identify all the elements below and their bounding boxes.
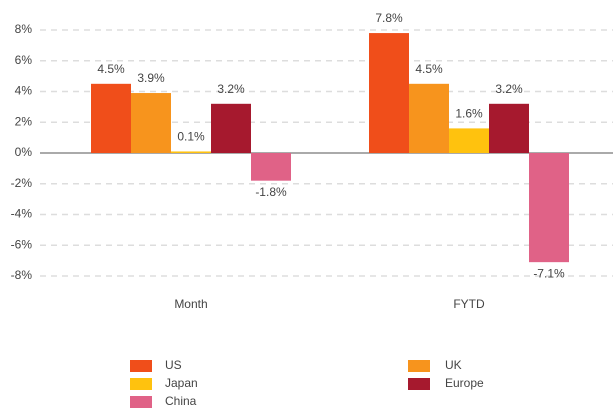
legend-swatch	[408, 378, 430, 390]
bar	[529, 153, 569, 263]
y-tick-label: 4%	[15, 84, 33, 98]
legend-swatch	[130, 360, 152, 372]
x-tick-label: FYTD	[453, 297, 485, 311]
y-tick-label: -6%	[11, 237, 33, 251]
data-label: 3.2%	[495, 82, 523, 96]
data-label: 4.5%	[415, 62, 443, 76]
y-tick-label: -2%	[11, 176, 33, 190]
y-tick-label: 8%	[15, 22, 33, 36]
legend-label: UK	[445, 358, 462, 372]
legend-label: Europe	[445, 376, 484, 390]
data-label: 3.9%	[137, 71, 165, 85]
legend-label: Japan	[165, 376, 198, 390]
y-tick-label: 6%	[15, 53, 33, 67]
bar	[409, 83, 449, 153]
legend-label: US	[165, 358, 182, 372]
y-tick-label: 2%	[15, 114, 33, 128]
data-label: -7.1%	[533, 266, 565, 280]
bar	[489, 103, 529, 153]
bar	[251, 153, 291, 181]
data-label: 1.6%	[455, 107, 483, 121]
x-tick-label: Month	[174, 297, 207, 311]
legend-swatch	[130, 396, 152, 408]
data-label: -1.8%	[255, 185, 287, 199]
bar	[91, 83, 131, 153]
data-label: 0.1%	[177, 130, 205, 144]
data-label: 7.8%	[375, 11, 403, 25]
y-tick-label: -4%	[11, 207, 33, 221]
legend-swatch	[130, 378, 152, 390]
y-tick-label: -8%	[11, 268, 33, 282]
bar	[171, 151, 211, 153]
y-tick-label: 0%	[15, 145, 33, 159]
bar	[449, 128, 489, 153]
legend-label: China	[165, 394, 197, 408]
bar	[211, 103, 251, 153]
data-label: 4.5%	[97, 62, 125, 76]
bar	[131, 93, 171, 153]
data-label: 3.2%	[217, 82, 245, 96]
legend-swatch	[408, 360, 430, 372]
bar	[369, 33, 409, 154]
